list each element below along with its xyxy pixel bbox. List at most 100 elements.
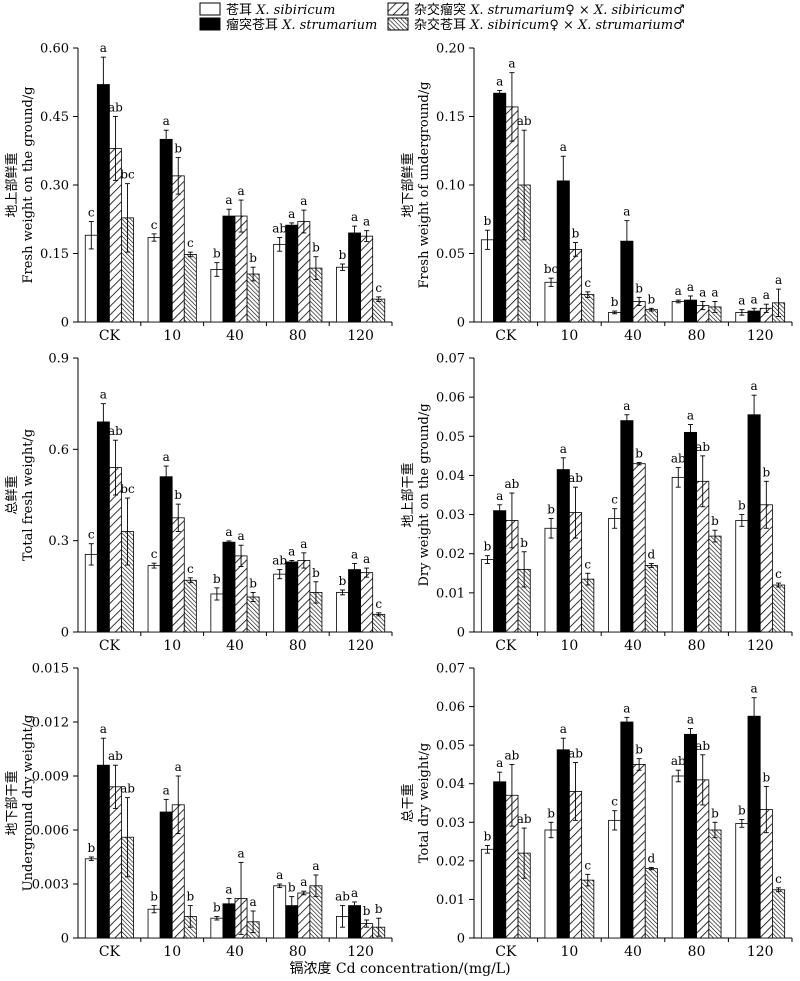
significance-letter: a — [711, 285, 718, 299]
bar — [708, 829, 722, 939]
legend-swatch-4 — [387, 17, 409, 31]
bar — [747, 715, 761, 939]
x-tick-label: 10 — [163, 328, 181, 344]
significance-letter: a — [175, 760, 182, 774]
y-tick-label: 0.009 — [32, 770, 69, 785]
x-tick-label: CK — [495, 328, 517, 344]
significance-letter: a — [163, 450, 170, 464]
bar — [747, 414, 761, 633]
significance-letter: a — [300, 194, 307, 208]
y-tick-label: 0.45 — [40, 110, 69, 125]
bar — [493, 510, 507, 633]
y-tick-label: 0.30 — [40, 179, 69, 194]
x-tick-label: CK — [495, 638, 517, 654]
significance-letter: b — [484, 214, 492, 228]
y-axis-label-cn: 总干重 — [400, 783, 416, 822]
chart-panel-6: 0 0.01 0.02 0.03 0.04 0.05 0.06 0.07 总干重 Total dr… — [400, 662, 793, 960]
y-tick-label: 0 — [457, 932, 465, 947]
significance-letter: c — [88, 528, 95, 542]
bar — [159, 811, 173, 939]
x-tick-label: 120 — [747, 638, 774, 654]
bar — [581, 879, 595, 939]
significance-letter: a — [751, 292, 758, 306]
y-axis-label-cn: 地下部鲜重 — [400, 152, 416, 217]
significance-letter: b — [150, 890, 158, 904]
significance-letter: a — [100, 388, 107, 402]
significance-letter: a — [351, 548, 358, 562]
bar — [644, 309, 658, 323]
significance-letter: b — [174, 142, 182, 156]
significance-letter: a — [687, 280, 694, 294]
legend-label-2: 瘤突苍耳 X. strumarium — [226, 17, 377, 33]
significance-letter: ab — [108, 101, 123, 115]
significance-letter: c — [584, 858, 591, 872]
significance-letter: a — [300, 537, 307, 551]
bar — [234, 555, 248, 633]
y-tick-label: 0 — [61, 932, 69, 947]
x-tick-label: CK — [99, 638, 121, 654]
significance-letter: ab — [108, 749, 123, 763]
bar — [569, 248, 583, 323]
x-axis-title: 镉浓度 Cd concentration/(mg/L) — [289, 961, 511, 977]
bar — [336, 592, 349, 633]
bar — [620, 721, 634, 939]
legend-swatch-2 — [199, 17, 221, 31]
significance-letter: a — [163, 783, 170, 797]
y-tick-label: 0.05 — [436, 739, 465, 754]
significance-letter: a — [623, 701, 630, 715]
y-axis-label-cn: 地上部鲜重 — [4, 152, 20, 217]
bar — [480, 239, 494, 323]
significance-letter: a — [763, 288, 770, 302]
y-tick-label: 0.03 — [436, 508, 465, 523]
bar — [96, 421, 110, 633]
x-tick-label: 120 — [347, 944, 374, 960]
significance-letter: b — [249, 251, 257, 265]
significance-letter: ab — [671, 452, 686, 466]
bar — [159, 476, 173, 633]
legend-label-1: 苍耳 X. sibiricum — [226, 3, 335, 18]
bar — [683, 431, 697, 633]
significance-letter: ab — [504, 477, 519, 491]
x-tick-label: 120 — [747, 328, 774, 344]
bar — [480, 848, 494, 939]
significance-letter: c — [584, 276, 591, 290]
bar — [210, 269, 224, 323]
bar — [159, 138, 173, 323]
bar — [183, 254, 197, 323]
bar — [372, 613, 386, 633]
significance-letter: b — [547, 502, 555, 516]
x-tick-label: 80 — [289, 944, 307, 960]
bar — [556, 749, 570, 939]
significance-letter: ab — [517, 114, 532, 128]
y-tick-label: 0.02 — [436, 854, 465, 869]
significance-letter: a — [351, 886, 358, 900]
y-axis-label-cn: 地上部干重 — [400, 462, 416, 527]
significance-letter: b — [635, 743, 643, 757]
significance-letter: a — [496, 489, 503, 503]
chart-panel-4: 0 0.01 0.02 0.03 0.04 0.05 0.06 0.07 地上部干重 Dry we… — [400, 352, 793, 654]
y-tick-label: 0.003 — [32, 878, 69, 893]
y-tick-label: 0.05 — [436, 430, 465, 445]
significance-letter: a — [100, 722, 107, 736]
x-tick-label: 40 — [624, 944, 642, 960]
y-tick-label: 0.6 — [48, 443, 69, 458]
significance-letter: a — [738, 294, 745, 308]
significance-letter: a — [623, 205, 630, 219]
significance-letter: c — [151, 218, 158, 232]
y-axis-label-en: Dry weight on the ground/g — [417, 403, 432, 586]
significance-letter: c — [375, 281, 382, 295]
significance-letter: b — [339, 574, 347, 588]
legend-swatch-1 — [199, 2, 221, 16]
significance-letter: a — [276, 868, 283, 882]
y-axis-label-en: Total dry weight/g — [417, 743, 432, 863]
y-tick-label: 0 — [61, 316, 69, 331]
significance-letter: a — [351, 210, 358, 224]
y-axis-label-cn: 地下部干重 — [4, 770, 20, 835]
chart-panel-2: 0 0.05 0.10 0.15 0.20 地下部鲜重 Fresh weight of un… — [400, 42, 793, 344]
y-axis-label-en: Underground dry weight/g — [21, 715, 36, 892]
bar — [372, 298, 386, 323]
y-tick-label: 0 — [457, 626, 465, 641]
